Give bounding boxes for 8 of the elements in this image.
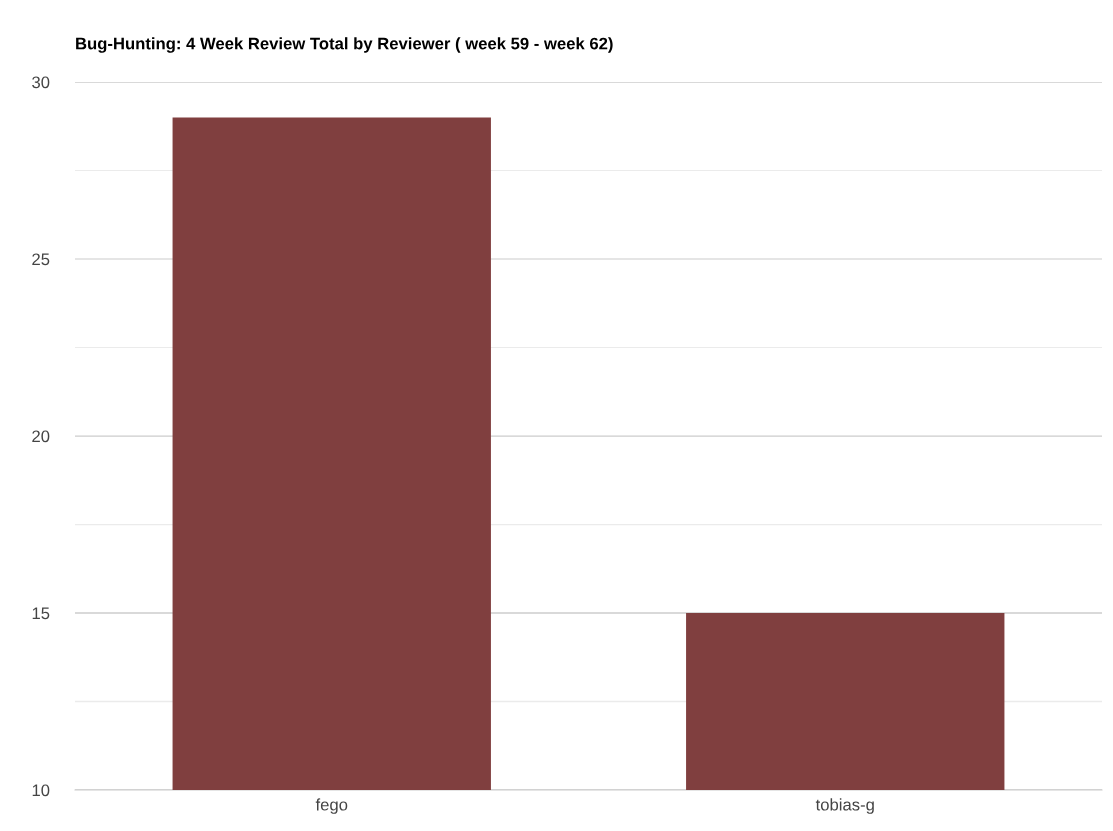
chart-title: Bug-Hunting: 4 Week Review Total by Reviewer ( week 59 - week 62) (76, 37, 613, 53)
x-tick-label: fego (315, 798, 348, 814)
y-tick-label: 30 (32, 76, 50, 89)
y-tick-label: 20 (32, 430, 50, 443)
y-tick-label: 15 (32, 607, 50, 620)
y-tick-label: 10 (32, 784, 50, 797)
x-tick-label: tobias-g (815, 798, 874, 814)
y-tick-label: 25 (32, 253, 50, 266)
